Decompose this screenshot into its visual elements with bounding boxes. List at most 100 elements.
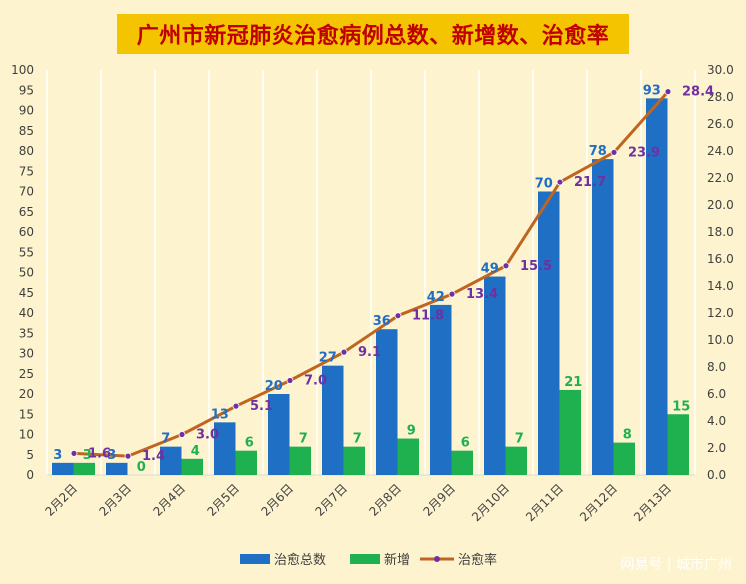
y2-tick-label: 20.0 bbox=[707, 198, 734, 212]
y2-tick-label: 12.0 bbox=[707, 306, 734, 320]
x-tick-label: 2月4日 bbox=[150, 481, 188, 519]
bar-total bbox=[214, 422, 236, 475]
total-data-label: 3 bbox=[53, 448, 62, 463]
new-data-label: 21 bbox=[564, 375, 582, 390]
y-tick-label: 90 bbox=[19, 104, 34, 118]
legend-label-new: 新增 bbox=[384, 552, 410, 568]
y2-tick-label: 26.0 bbox=[707, 117, 734, 131]
rate-data-label: 3.0 bbox=[196, 428, 219, 443]
total-data-label: 70 bbox=[535, 177, 553, 192]
new-data-label: 3 bbox=[83, 448, 92, 463]
rate-data-label: 1.4 bbox=[142, 449, 165, 464]
y-tick-label: 40 bbox=[19, 306, 34, 320]
bar-total bbox=[160, 446, 182, 475]
bar-new bbox=[181, 458, 203, 475]
watermark: 网易号 | 城市广州 bbox=[620, 557, 732, 573]
new-data-label: 0 bbox=[137, 460, 146, 475]
y2-tick-label: 24.0 bbox=[707, 144, 734, 158]
y2-tick-label: 16.0 bbox=[707, 252, 734, 266]
bar-total bbox=[646, 98, 668, 475]
y-tick-label: 65 bbox=[19, 205, 34, 219]
bar-total bbox=[106, 462, 128, 475]
y-tick-label: 95 bbox=[19, 83, 34, 97]
bar-total bbox=[484, 276, 506, 475]
y2-tick-label: 18.0 bbox=[707, 225, 734, 239]
new-data-label: 6 bbox=[461, 436, 470, 451]
new-data-label: 6 bbox=[245, 436, 254, 451]
new-data-label: 7 bbox=[299, 432, 308, 447]
series-line-rate bbox=[73, 90, 670, 458]
new-data-label: 8 bbox=[623, 428, 632, 443]
rate-data-label: 15.5 bbox=[520, 259, 552, 274]
rate-data-label: 21.7 bbox=[574, 175, 606, 190]
y-tick-label: 35 bbox=[19, 326, 34, 340]
bar-total bbox=[52, 462, 74, 475]
y-tick-label: 100 bbox=[11, 63, 34, 77]
bar-new bbox=[343, 446, 365, 475]
y-tick-label: 25 bbox=[19, 367, 34, 381]
rate-data-label: 11.8 bbox=[412, 309, 444, 324]
rate-data-label: 13.4 bbox=[466, 287, 498, 302]
bar-new bbox=[235, 450, 257, 475]
y2-tick-label: 4.0 bbox=[707, 414, 726, 428]
x-tick-label: 2月11日 bbox=[523, 481, 566, 524]
legend-swatch-new bbox=[350, 554, 380, 564]
x-tick-label: 2月8日 bbox=[366, 481, 404, 519]
bar-new bbox=[397, 438, 419, 475]
y-tick-label: 10 bbox=[19, 428, 34, 442]
legend-swatch-total bbox=[240, 554, 270, 564]
legend-label-rate: 治愈率 bbox=[458, 552, 497, 568]
y2-tick-label: 0.0 bbox=[707, 468, 726, 482]
y-tick-label: 75 bbox=[19, 164, 34, 178]
y2-tick-label: 22.0 bbox=[707, 171, 734, 185]
bar-total bbox=[592, 159, 614, 475]
rate-data-label: 1.6 bbox=[88, 446, 111, 461]
x-tick-label: 2月10日 bbox=[469, 481, 512, 524]
bar-total bbox=[322, 365, 344, 475]
total-data-label: 49 bbox=[481, 262, 499, 277]
total-data-label: 36 bbox=[373, 314, 391, 329]
y-tick-label: 85 bbox=[19, 124, 34, 138]
rate-point bbox=[556, 178, 564, 186]
bar-new bbox=[559, 389, 581, 475]
rate-point bbox=[610, 148, 618, 156]
new-data-label: 7 bbox=[515, 432, 524, 447]
x-tick-label: 2月3日 bbox=[96, 481, 134, 519]
y-tick-label: 30 bbox=[19, 347, 34, 361]
bar-new bbox=[613, 442, 635, 475]
new-data-label: 7 bbox=[353, 432, 362, 447]
y-tick-label: 0 bbox=[26, 468, 34, 482]
bar-new bbox=[289, 446, 311, 475]
y-tick-label: 55 bbox=[19, 245, 34, 259]
rate-data-label: 28.4 bbox=[682, 85, 714, 100]
rate-point bbox=[232, 402, 240, 410]
y-tick-label: 50 bbox=[19, 266, 34, 280]
y2-tick-label: 10.0 bbox=[707, 333, 734, 347]
y-tick-label: 15 bbox=[19, 407, 34, 421]
x-tick-label: 2月13日 bbox=[631, 481, 674, 524]
rate-point bbox=[178, 431, 186, 438]
rate-point bbox=[124, 452, 132, 460]
new-data-label: 9 bbox=[407, 424, 416, 439]
rate-data-label: 23.9 bbox=[628, 145, 660, 160]
total-data-label: 78 bbox=[589, 144, 607, 159]
bar-new bbox=[667, 414, 689, 475]
y2-tick-label: 8.0 bbox=[707, 360, 726, 374]
bar-total bbox=[376, 329, 398, 475]
x-tick-label: 2月2日 bbox=[42, 481, 80, 519]
new-data-label: 4 bbox=[191, 444, 200, 459]
rate-point bbox=[70, 449, 78, 457]
y2-tick-label: 14.0 bbox=[707, 279, 734, 293]
y-tick-label: 70 bbox=[19, 185, 34, 199]
total-data-label: 13 bbox=[211, 407, 229, 422]
total-data-label: 27 bbox=[319, 351, 337, 366]
rate-point bbox=[448, 290, 456, 298]
total-data-label: 7 bbox=[161, 432, 170, 447]
x-tick-label: 2月5日 bbox=[204, 481, 242, 519]
rate-point bbox=[664, 88, 672, 95]
bar-total bbox=[268, 394, 290, 475]
chart-title-box: 广州市新冠肺炎治愈病例总数、新增数、治愈率 bbox=[117, 14, 629, 54]
y2-tick-label: 6.0 bbox=[707, 387, 726, 401]
